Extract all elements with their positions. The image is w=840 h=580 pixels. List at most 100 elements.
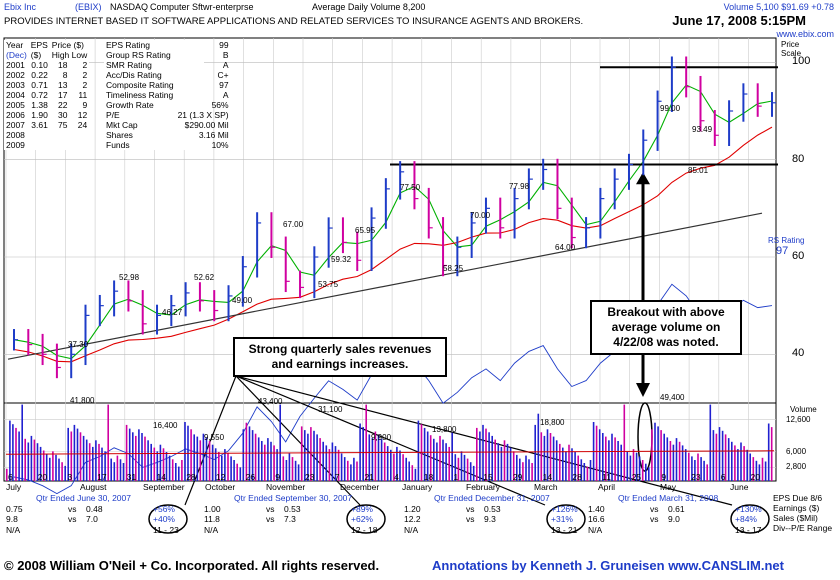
rating-row: Mkt Cap $290.00 Mil: [104, 120, 231, 130]
volume-bar: [473, 466, 475, 481]
volume-bar: [461, 451, 463, 481]
year-table-row: 2002 0.22 8 2: [4, 70, 89, 80]
volume-bar: [442, 440, 444, 481]
price-subheader: High Low: [50, 50, 89, 60]
volume-bar: [679, 442, 681, 481]
x-month-label: January: [402, 482, 432, 492]
quarter-pe-row: N/A 13 - 21: [404, 525, 584, 536]
volume-bar: [344, 457, 346, 481]
x-month-label: October: [205, 482, 235, 492]
price-header: Price ($): [50, 40, 89, 50]
volume-bar: [356, 462, 358, 482]
year-table-cell: 2008: [4, 130, 29, 140]
x-day-label: 14: [543, 472, 552, 482]
x-month-label: June: [730, 482, 748, 492]
volume-bar: [298, 464, 300, 481]
quarter-value: vs: [266, 504, 275, 515]
rating-row: Funds 10%: [104, 140, 231, 150]
quarter-value: 16.6: [588, 514, 605, 525]
volume-bar: [654, 423, 656, 481]
quarter-value: 0.53: [484, 504, 501, 515]
volume-bar: [559, 444, 561, 481]
quarter-value: vs: [466, 514, 475, 525]
year-table-cell: 2002: [4, 70, 29, 80]
volume-bar: [716, 434, 718, 481]
rating-name: SMR Rating: [104, 60, 176, 70]
quarter-value: 9.3: [484, 514, 496, 525]
volume-bar: [387, 446, 389, 481]
rating-value: A: [176, 90, 231, 100]
volume-bar: [326, 445, 328, 481]
year-table-cell: 2007: [4, 120, 29, 130]
volume-bar: [240, 467, 242, 481]
price-label: 70.00: [470, 211, 490, 220]
rs-rating-label: RS Rating: [768, 236, 804, 245]
quarter-value: 7.0: [86, 514, 98, 525]
quarter-value: 12.2: [404, 514, 421, 525]
volume-peak-label: 49,400: [660, 393, 684, 402]
volume-bar: [80, 432, 82, 481]
volume-bar: [150, 444, 152, 481]
volume-bar: [436, 443, 438, 482]
volume-bar: [181, 460, 183, 481]
volume-bar: [227, 453, 229, 481]
rating-value: A: [176, 60, 231, 70]
price-label: 99.00: [660, 104, 680, 113]
rating-name: Group RS Rating: [104, 50, 176, 60]
volume-bar: [295, 461, 297, 481]
volume-peak-label: 16,400: [153, 421, 177, 430]
volume-bar: [74, 425, 76, 481]
volume-bar: [322, 442, 324, 481]
rating-row: SMR Rating A: [104, 60, 231, 70]
year-table-cell: 2: [70, 70, 90, 80]
year-table-cell: 75: [50, 120, 70, 130]
year-table-cell: 2004: [4, 90, 29, 100]
rating-name: Growth Rate: [104, 100, 176, 110]
quarter-eps-row: 1.20 vs 0.53 +126%: [404, 504, 584, 515]
volume-bar: [479, 432, 481, 482]
volume-bar: [292, 457, 294, 481]
price-tick-label: 100: [792, 55, 810, 67]
year-table-cell: 18: [50, 60, 70, 70]
year-table-cell: 2001: [4, 60, 29, 70]
volume-peak-label: 41,800: [70, 396, 94, 405]
volume-bar: [384, 443, 386, 482]
volume-bar: [412, 465, 414, 481]
price-label: 85.01: [688, 166, 708, 175]
earnings-row-label: Earnings ($): [773, 503, 819, 513]
quarter-value: 12 - 18: [351, 525, 377, 536]
quarter-box: Qtr Ended December 31, 2007 1.20 vs 0.53 +12…: [404, 493, 584, 535]
x-day-label: 12: [216, 472, 225, 482]
volume-bar: [676, 438, 678, 481]
quarter-value: N/A: [404, 525, 418, 536]
year-table-cell: 2: [70, 80, 90, 90]
volume-bar: [476, 428, 478, 481]
x-day-label: 21: [364, 472, 373, 482]
quarter-value: 0.53: [284, 504, 301, 515]
quarter-eps-row: 0.75 vs 0.48 +56%: [6, 504, 186, 515]
rating-value: 56%: [176, 100, 231, 110]
volume-bar: [596, 426, 598, 481]
volume-bar: [562, 448, 564, 481]
volume-bar: [390, 450, 392, 481]
rating-row: Composite Rating 97: [104, 80, 231, 90]
year-table-cell: [70, 140, 90, 150]
volume-bar: [467, 459, 469, 481]
volume-tick-label: 6,000: [786, 447, 806, 456]
volume-bar: [144, 437, 146, 481]
volume-bar: [89, 443, 91, 481]
x-day-label: 15: [483, 472, 492, 482]
volume-bar: [64, 466, 66, 481]
quarter-value: 9.0: [668, 514, 680, 525]
volume-bar: [83, 436, 85, 481]
quarter-value: 11.8: [204, 514, 220, 525]
volume-bar: [418, 421, 420, 482]
volume-bar: [212, 445, 214, 481]
volume-bar: [18, 432, 20, 482]
volume-bar: [141, 433, 143, 481]
volume-bar: [670, 441, 672, 481]
volume-bar: [534, 425, 536, 481]
volume-bar: [762, 458, 764, 481]
x-day-label: 29: [513, 472, 522, 482]
rating-value: $290.00 Mil: [176, 120, 231, 130]
